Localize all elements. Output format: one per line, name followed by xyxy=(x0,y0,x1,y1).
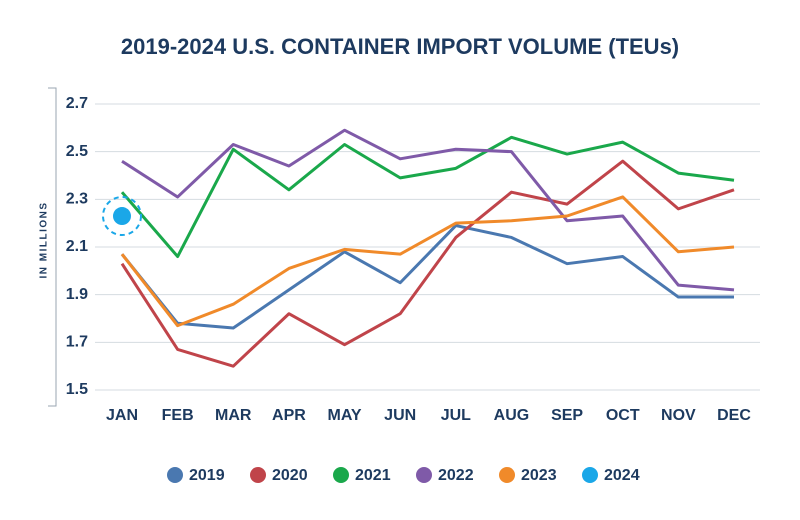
y-tick-label: 2.3 xyxy=(66,191,88,208)
legend-marker xyxy=(167,467,183,483)
x-tick-label: MAY xyxy=(327,407,361,424)
x-tick-label: MAR xyxy=(215,407,252,424)
x-tick-label: FEB xyxy=(162,407,194,424)
legend-label: 2023 xyxy=(521,467,557,484)
x-tick-label: NOV xyxy=(661,407,696,424)
y-axis-label: IN MILLIONS xyxy=(39,201,50,278)
x-tick-label: APR xyxy=(272,407,306,424)
point xyxy=(113,207,131,226)
legend-marker xyxy=(250,467,266,483)
legend-label: 2022 xyxy=(438,467,474,484)
highlight-ring xyxy=(102,196,142,237)
y-tick-label: 1.5 xyxy=(66,381,88,398)
legend-label: 2024 xyxy=(604,467,640,484)
legend-label: 2019 xyxy=(189,467,225,484)
y-tick-label: 2.5 xyxy=(66,143,88,160)
y-tick-label: 1.9 xyxy=(66,286,88,303)
x-tick-label: JAN xyxy=(106,407,138,424)
series-line xyxy=(120,195,735,328)
chart-title: 2019-2024 U.S. CONTAINER IMPORT VOLUME (… xyxy=(121,34,679,59)
series-line xyxy=(121,128,735,292)
series-line xyxy=(120,224,734,330)
series-line xyxy=(120,159,735,368)
series-line xyxy=(120,135,735,259)
axis-bracket xyxy=(48,87,57,407)
legend-marker xyxy=(416,467,432,483)
legend-marker xyxy=(582,467,598,483)
legend-label: 2021 xyxy=(355,467,391,484)
y-tick-label: 2.7 xyxy=(66,95,88,112)
x-tick-label: AUG xyxy=(494,407,530,424)
x-tick-label: JUN xyxy=(384,407,416,424)
legend-label: 2020 xyxy=(272,467,308,484)
x-tick-label: SEP xyxy=(551,407,583,424)
legend-marker xyxy=(333,467,349,483)
legend-marker xyxy=(499,467,515,483)
y-tick-label: 2.1 xyxy=(66,238,88,255)
y-tick-label: 1.7 xyxy=(66,334,88,351)
x-tick-label: OCT xyxy=(606,407,640,424)
x-tick-label: JUL xyxy=(441,407,471,424)
x-tick-label: DEC xyxy=(717,407,751,424)
